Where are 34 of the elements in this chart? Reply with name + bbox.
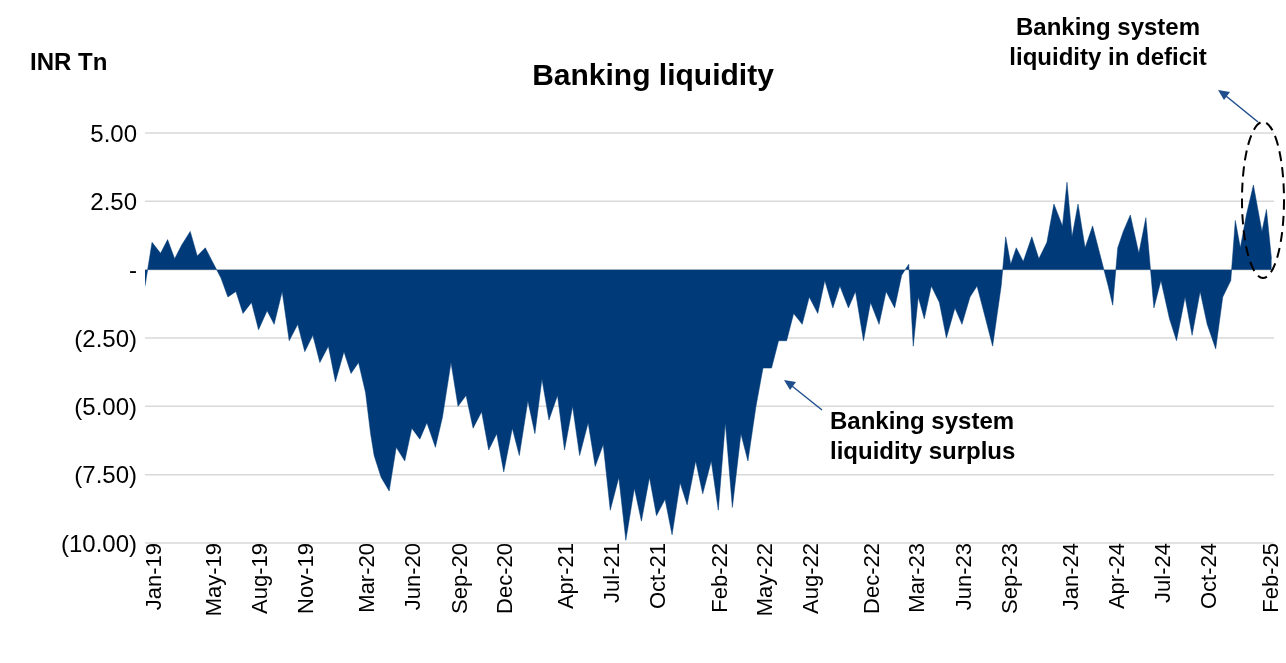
x-tick-label: Mar-23: [904, 543, 930, 613]
x-tick-label: Jun-20: [400, 543, 426, 611]
x-tick-label: Feb-25: [1257, 543, 1283, 613]
text: Banking system liquidity in deficit: [1008, 12, 1208, 72]
y-tick-label: 5.00: [90, 119, 137, 147]
x-tick-label: Oct-21: [645, 543, 671, 610]
y-tick-label: 2.50: [90, 187, 137, 215]
x-tick-label: Oct-24: [1195, 543, 1221, 610]
x-tick-label: May-19: [200, 543, 226, 617]
x-tick-label: Aug-22: [797, 543, 823, 614]
annotation: Banking system liquidity surplus: [830, 406, 1017, 466]
x-tick-label: Feb-22: [706, 543, 732, 613]
x-tick-label: Sep-20: [446, 543, 472, 614]
y-tick-label: (7.50): [74, 461, 137, 489]
x-tick-label: Sep-23: [996, 543, 1022, 614]
x-tick-label: Jan-19: [140, 543, 166, 611]
x-tick-label: Jul-24: [1149, 543, 1175, 603]
y-tick-label: (5.00): [74, 392, 137, 420]
x-tick-label: Mar-20: [354, 543, 380, 613]
chart-title: Banking liquidity: [532, 58, 774, 91]
x-tick-label: Nov-19: [293, 543, 319, 614]
x-tick-label: Jan-24: [1058, 543, 1084, 611]
x-tick-label: Dec-20: [492, 543, 518, 614]
x-tick-label: Dec-22: [859, 543, 885, 614]
y-tick-label: -: [129, 256, 137, 284]
y-axis-title: INR Tn: [30, 48, 108, 76]
y-tick-label: (2.50): [74, 324, 137, 352]
x-tick-label: Apr-24: [1103, 543, 1129, 610]
y-tick-label: (10.00): [60, 529, 137, 557]
x-tick-label: May-22: [751, 543, 777, 617]
x-tick-label: Apr-21: [553, 543, 579, 610]
x-tick-label: Aug-19: [247, 543, 273, 614]
x-tick-label: Jul-21: [598, 543, 624, 603]
x-tick-label: Jun-23: [950, 543, 976, 611]
